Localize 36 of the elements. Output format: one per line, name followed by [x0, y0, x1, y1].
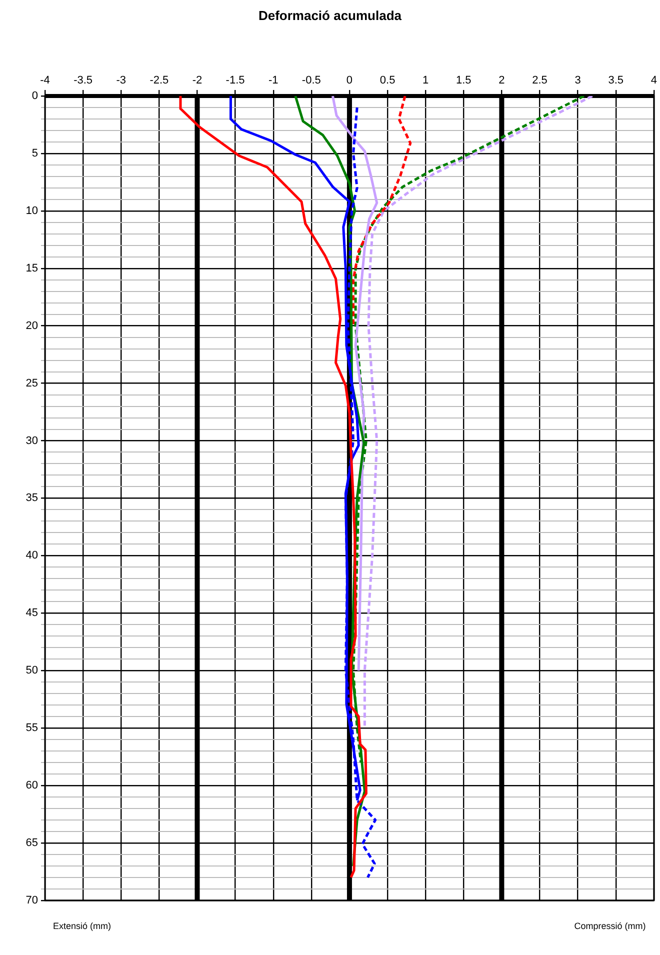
x-tick-label: -2: [192, 74, 202, 86]
y-tick-label: 65: [26, 836, 38, 849]
x-tick-label: -3: [116, 74, 126, 86]
x-tick-label: 4: [650, 74, 658, 86]
y-tick-label: 70: [26, 894, 38, 906]
text: Compressió (mm): [573, 920, 647, 932]
y-tick-label: 40: [26, 550, 38, 562]
y-tick-label: 20: [26, 320, 38, 332]
x-tick-label: -3.5: [74, 74, 93, 86]
y-tick-label: 55: [26, 722, 38, 734]
y-tick-label: 5: [32, 147, 38, 160]
x-tick-label: -4: [40, 74, 50, 86]
x-tick-label: 1.5: [456, 74, 472, 86]
x-tick-label: 3: [574, 74, 581, 86]
y-tick-label: 45: [26, 607, 38, 620]
chart-title: Deformació acumulada: [257, 8, 403, 23]
y-tick-label: 60: [26, 780, 38, 792]
x-tick-label: -0.5: [302, 74, 321, 86]
x-tick-label: 0.5: [380, 74, 396, 86]
y-tick-label: 50: [26, 664, 38, 677]
y-tick-label: 25: [26, 377, 38, 390]
x-tick-label: -1: [268, 74, 278, 86]
y-tick-label: 10: [26, 204, 38, 217]
y-tick-label: 35: [26, 492, 38, 504]
x-tick-label: 0: [346, 74, 353, 86]
text: Extensió (mm): [52, 920, 112, 932]
y-tick-label: 30: [26, 434, 38, 447]
x-tick-label: 3.5: [608, 74, 624, 86]
line-series: [352, 96, 412, 328]
x-tick-label: 1: [422, 74, 429, 86]
x-tick-label: 2.5: [532, 74, 548, 86]
x-tick-label: 2: [498, 74, 505, 86]
y-tick-label: 15: [26, 262, 38, 274]
x-tick-label: -1.5: [226, 74, 245, 86]
y-tick-label: 0: [32, 90, 38, 102]
x-tick-label: -2.5: [150, 74, 169, 86]
